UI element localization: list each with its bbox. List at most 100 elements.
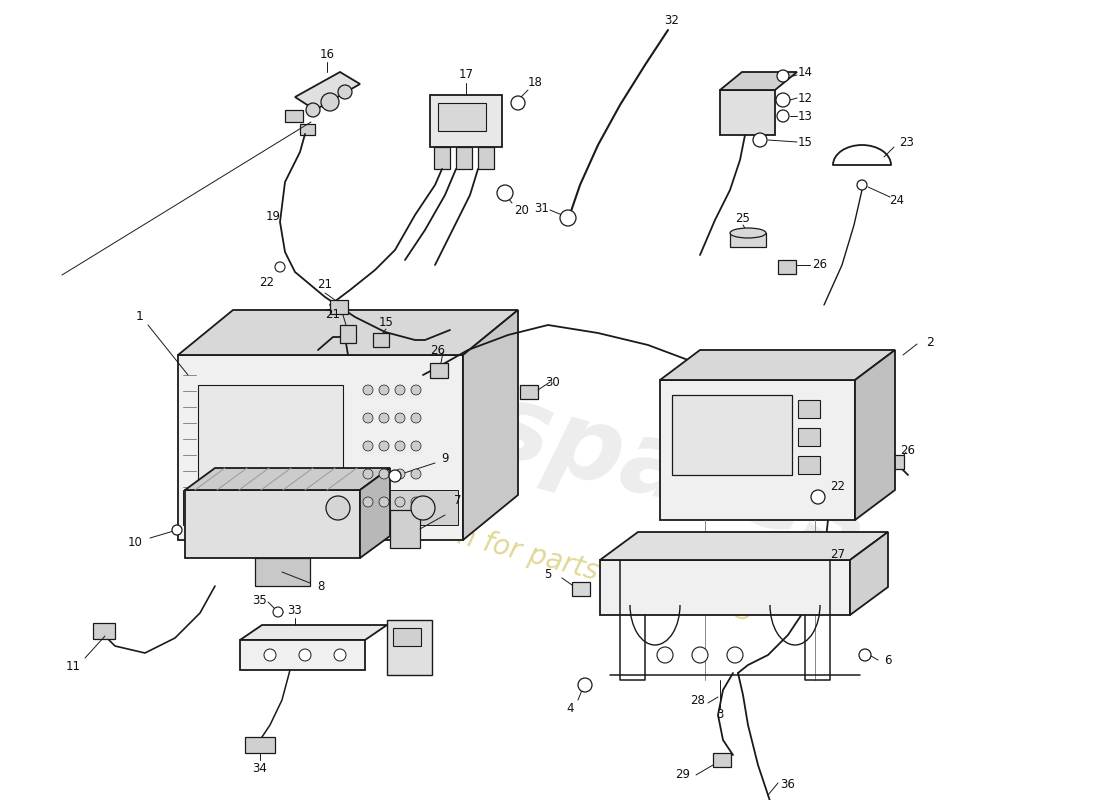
Polygon shape	[240, 640, 365, 670]
Text: eurospares: eurospares	[219, 306, 881, 574]
Polygon shape	[463, 310, 518, 540]
Bar	[255, 558, 310, 586]
Circle shape	[411, 385, 421, 395]
Circle shape	[379, 469, 389, 479]
Circle shape	[395, 497, 405, 507]
Bar	[730, 233, 766, 247]
Polygon shape	[295, 72, 360, 110]
Circle shape	[754, 133, 767, 147]
Circle shape	[512, 96, 525, 110]
Text: 6: 6	[884, 654, 892, 666]
Bar	[430, 95, 502, 147]
Bar	[456, 147, 472, 169]
Text: a passion for parts since 1985: a passion for parts since 1985	[343, 492, 757, 628]
Circle shape	[395, 385, 405, 395]
Text: 4: 4	[566, 702, 574, 714]
Text: 17: 17	[459, 69, 473, 82]
Text: 21: 21	[326, 309, 341, 322]
Circle shape	[334, 649, 346, 661]
Text: 1: 1	[136, 310, 144, 323]
Bar	[720, 90, 775, 135]
Polygon shape	[178, 355, 463, 540]
Bar	[478, 147, 494, 169]
Circle shape	[172, 525, 182, 535]
Polygon shape	[240, 625, 387, 640]
Circle shape	[363, 441, 373, 451]
Bar	[430, 363, 448, 378]
Bar	[387, 620, 432, 675]
Circle shape	[379, 413, 389, 423]
Bar	[798, 456, 820, 474]
Polygon shape	[185, 490, 360, 558]
Circle shape	[363, 469, 373, 479]
Circle shape	[776, 93, 790, 107]
Circle shape	[859, 649, 871, 661]
Text: 15: 15	[798, 135, 813, 149]
Bar	[254, 495, 270, 520]
Bar	[713, 753, 732, 767]
Bar	[572, 582, 590, 596]
Text: 34: 34	[253, 762, 267, 774]
Bar	[300, 124, 315, 135]
Bar	[434, 147, 450, 169]
Circle shape	[497, 185, 513, 201]
Text: 21: 21	[318, 278, 332, 291]
Bar	[373, 333, 389, 347]
Polygon shape	[720, 72, 798, 90]
Text: 14: 14	[798, 66, 813, 78]
Bar	[672, 395, 792, 475]
Circle shape	[299, 649, 311, 661]
Circle shape	[275, 262, 285, 272]
Bar	[438, 103, 486, 131]
Text: 16: 16	[319, 47, 334, 61]
Bar	[210, 495, 225, 520]
Bar	[330, 300, 348, 314]
Text: 26: 26	[430, 343, 446, 357]
Circle shape	[306, 103, 320, 117]
Text: 18: 18	[528, 77, 542, 90]
Bar	[245, 737, 275, 753]
Ellipse shape	[730, 228, 766, 238]
Bar	[188, 495, 204, 520]
Text: 10: 10	[128, 535, 142, 549]
Bar	[393, 628, 421, 646]
Circle shape	[321, 93, 339, 111]
Circle shape	[578, 678, 592, 692]
Circle shape	[264, 649, 276, 661]
Circle shape	[692, 647, 708, 663]
Text: 7: 7	[454, 494, 462, 506]
Circle shape	[379, 385, 389, 395]
Text: 2: 2	[926, 335, 934, 349]
Bar	[520, 385, 538, 399]
Text: 33: 33	[287, 603, 303, 617]
Circle shape	[811, 490, 825, 504]
Circle shape	[363, 413, 373, 423]
Circle shape	[395, 441, 405, 451]
Bar	[778, 260, 796, 274]
Circle shape	[727, 647, 742, 663]
Text: 32: 32	[664, 14, 680, 26]
Bar	[198, 385, 343, 500]
Circle shape	[657, 647, 673, 663]
Text: 36: 36	[781, 778, 795, 791]
Bar	[390, 510, 420, 548]
Text: 28: 28	[691, 694, 705, 706]
Circle shape	[273, 607, 283, 617]
Polygon shape	[660, 350, 895, 380]
Polygon shape	[850, 532, 888, 615]
Circle shape	[411, 441, 421, 451]
Bar	[340, 325, 356, 343]
Bar	[886, 455, 904, 469]
Circle shape	[379, 497, 389, 507]
Text: 20: 20	[515, 203, 529, 217]
Circle shape	[326, 496, 350, 520]
Circle shape	[379, 441, 389, 451]
Circle shape	[395, 413, 405, 423]
Text: 13: 13	[798, 110, 813, 123]
Circle shape	[411, 497, 421, 507]
Text: 29: 29	[675, 769, 691, 782]
Bar	[94, 623, 115, 639]
Circle shape	[389, 470, 402, 482]
Text: 31: 31	[535, 202, 549, 214]
Circle shape	[395, 469, 405, 479]
